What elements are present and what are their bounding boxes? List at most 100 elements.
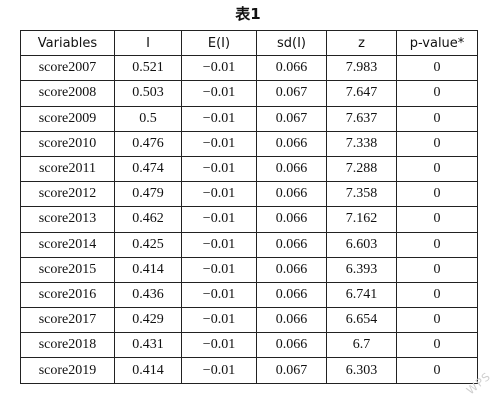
header-row: Variables I E(I) sd(I) z p-value* [20, 29, 478, 57]
cell-z: 7.358 [326, 181, 397, 208]
cell-i: 0.521 [114, 55, 182, 82]
cell-i: 0.431 [114, 332, 182, 359]
cell-z: 6.654 [326, 307, 397, 334]
cell-sd-i: 0.066 [256, 155, 327, 183]
header-variables: Variables [20, 29, 115, 57]
table-row: score2007 0.521 −0.01 0.066 7.983 0 [20, 55, 478, 82]
cell-p-value: 0 [396, 281, 478, 309]
cell-variable: score2018 [20, 332, 115, 359]
cell-sd-i: 0.066 [256, 231, 327, 258]
header-expected-i: E(I) [181, 29, 257, 57]
header-p-value: p-value* [396, 29, 478, 57]
cell-i: 0.462 [114, 206, 182, 233]
table-row: score2013 0.462 −0.01 0.066 7.162 0 [20, 206, 478, 233]
table-row: score2010 0.476 −0.01 0.066 7.338 0 [20, 130, 478, 157]
cell-i: 0.479 [114, 181, 182, 208]
cell-z: 6.303 [326, 357, 397, 384]
table-row: score2016 0.436 −0.01 0.066 6.741 0 [20, 281, 478, 309]
cell-expected-i: −0.01 [181, 181, 257, 208]
cell-variable: score2014 [20, 231, 115, 258]
cell-variable: score2013 [20, 206, 115, 233]
cell-expected-i: −0.01 [181, 130, 257, 157]
table-caption: 表1 [235, 5, 261, 23]
cell-i: 0.503 [114, 80, 182, 107]
cell-p-value: 0 [396, 130, 478, 157]
cell-sd-i: 0.066 [256, 55, 327, 82]
cell-sd-i: 0.066 [256, 206, 327, 233]
cell-p-value: 0 [396, 55, 478, 82]
cell-p-value: 0 [396, 80, 478, 107]
table-row: score2019 0.414 −0.01 0.067 6.303 0 [20, 357, 478, 384]
cell-sd-i: 0.066 [256, 332, 327, 359]
table-row: score2018 0.431 −0.01 0.066 6.7 0 [20, 332, 478, 359]
header-i: I [114, 29, 182, 57]
cell-sd-i: 0.066 [256, 181, 327, 208]
cell-p-value: 0 [396, 307, 478, 334]
cell-i: 0.414 [114, 357, 182, 384]
cell-z: 6.393 [326, 256, 397, 283]
morans-i-table: Variables I E(I) sd(I) z p-value* score2… [20, 29, 478, 384]
table-row: score2014 0.425 −0.01 0.066 6.603 0 [20, 231, 478, 258]
cell-p-value: 0 [396, 231, 478, 258]
cell-i: 0.5 [114, 105, 182, 132]
cell-z: 7.338 [326, 130, 397, 157]
cell-expected-i: −0.01 [181, 155, 257, 183]
table-row: score2011 0.474 −0.01 0.066 7.288 0 [20, 155, 478, 183]
cell-expected-i: −0.01 [181, 281, 257, 309]
cell-p-value: 0 [396, 357, 478, 384]
cell-sd-i: 0.067 [256, 80, 327, 107]
cell-z: 7.162 [326, 206, 397, 233]
cell-sd-i: 0.067 [256, 357, 327, 384]
table-row: score2015 0.414 −0.01 0.066 6.393 0 [20, 256, 478, 283]
cell-z: 7.637 [326, 105, 397, 132]
cell-variable: score2016 [20, 281, 115, 309]
cell-z: 6.7 [326, 332, 397, 359]
cell-i: 0.425 [114, 231, 182, 258]
cell-expected-i: −0.01 [181, 105, 257, 132]
cell-variable: score2017 [20, 307, 115, 334]
table-row: score2009 0.5 −0.01 0.067 7.637 0 [20, 105, 478, 132]
cell-i: 0.436 [114, 281, 182, 309]
cell-variable: score2015 [20, 256, 115, 283]
cell-variable: score2012 [20, 181, 115, 208]
cell-z: 6.603 [326, 231, 397, 258]
cell-z: 7.983 [326, 55, 397, 82]
cell-i: 0.414 [114, 256, 182, 283]
cell-z: 7.288 [326, 155, 397, 183]
cell-i: 0.474 [114, 155, 182, 183]
cell-expected-i: −0.01 [181, 80, 257, 107]
cell-p-value: 0 [396, 256, 478, 283]
table-row: score2008 0.503 −0.01 0.067 7.647 0 [20, 80, 478, 107]
cell-expected-i: −0.01 [181, 357, 257, 384]
cell-sd-i: 0.066 [256, 281, 327, 309]
cell-p-value: 0 [396, 332, 478, 359]
cell-p-value: 0 [396, 155, 478, 183]
cell-expected-i: −0.01 [181, 55, 257, 82]
cell-p-value: 0 [396, 105, 478, 132]
cell-variable: score2010 [20, 130, 115, 157]
cell-variable: score2009 [20, 105, 115, 132]
cell-expected-i: −0.01 [181, 206, 257, 233]
cell-variable: score2007 [20, 55, 115, 82]
cell-expected-i: −0.01 [181, 332, 257, 359]
cell-sd-i: 0.066 [256, 307, 327, 334]
header-z: z [326, 29, 397, 57]
cell-sd-i: 0.066 [256, 130, 327, 157]
cell-variable: score2019 [20, 357, 115, 384]
cell-p-value: 0 [396, 206, 478, 233]
cell-z: 7.647 [326, 80, 397, 107]
cell-i: 0.429 [114, 307, 182, 334]
cell-expected-i: −0.01 [181, 231, 257, 258]
table-row: score2012 0.479 −0.01 0.066 7.358 0 [20, 181, 478, 208]
cell-sd-i: 0.066 [256, 256, 327, 283]
table-row: score2017 0.429 −0.01 0.066 6.654 0 [20, 307, 478, 334]
cell-expected-i: −0.01 [181, 307, 257, 334]
cell-sd-i: 0.067 [256, 105, 327, 132]
cell-z: 6.741 [326, 281, 397, 309]
cell-variable: score2008 [20, 80, 115, 107]
cell-variable: score2011 [20, 155, 115, 183]
header-sd-i: sd(I) [256, 29, 327, 57]
cell-p-value: 0 [396, 181, 478, 208]
cell-i: 0.476 [114, 130, 182, 157]
cell-expected-i: −0.01 [181, 256, 257, 283]
